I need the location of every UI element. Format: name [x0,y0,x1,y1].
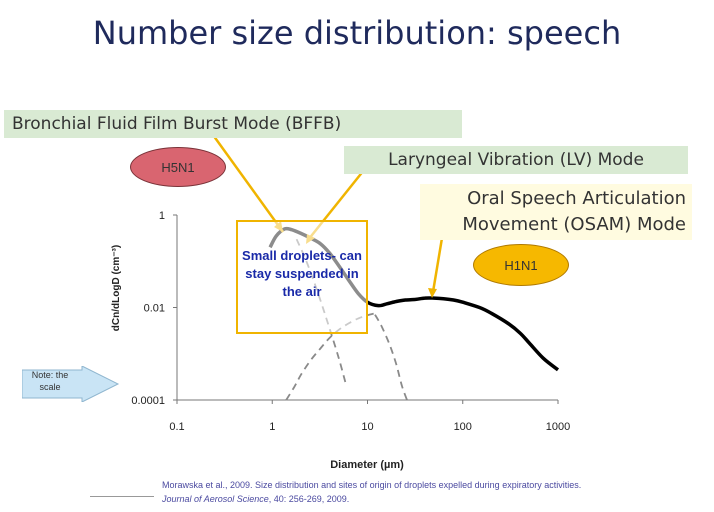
y-axis-title: dCn/dLogD (cm⁻³) [111,245,122,331]
mode-dashed-line-2 [295,238,348,387]
h5n1-badge: H5N1 [130,147,226,187]
scale-note: Note: the scale [31,370,69,392]
small-droplets-box [236,220,368,334]
osam-arrow-head [428,288,437,298]
x-axis-title: Diameter (µm) [330,459,404,471]
x-tick-label: 100 [454,421,472,433]
x-tick-label: 1000 [546,421,570,433]
small-droplets-text: Small droplets- can stay suspended in th… [242,248,362,299]
footer-divider [90,496,154,497]
citation-rest: , 40: 256-269, 2009. [268,494,350,504]
y-tick-label: 1 [159,210,165,222]
citation: Morawska et al., 2009. Size distribution… [162,478,682,506]
osam-mode-label: Oral Speech Articulation Movement (OSAM)… [420,184,692,240]
mode-dashed-line-3 [374,314,408,401]
osam-label-line1: Oral Speech Articulation [467,188,686,209]
y-tick-label: 0.0001 [131,395,165,407]
osam-label-line2: Movement (OSAM) Mode [462,214,686,235]
citation-line2: Journal of Aerosol Science, 40: 256-269,… [162,492,682,506]
x-tick-label: 0.1 [169,421,184,433]
slide-title: Number size distribution: speech [92,14,622,52]
note-arrow-icon [22,366,120,402]
osam-arrow [431,237,444,293]
citation-journal: Journal of Aerosol Science [162,494,269,504]
citation-line1: Morawska et al., 2009. Size distribution… [162,480,582,490]
lv-mode-label: Laryngeal Vibration (LV) Mode [344,146,688,174]
x-tick-label: 1 [269,421,275,433]
x-tick-label: 10 [361,421,373,433]
bffb-mode-label: Bronchial Fluid Film Burst Mode (BFFB) [4,110,462,138]
bffb-arrow [206,127,285,233]
h1n1-badge: H1N1 [473,244,569,286]
y-tick-label: 0.01 [144,303,165,315]
